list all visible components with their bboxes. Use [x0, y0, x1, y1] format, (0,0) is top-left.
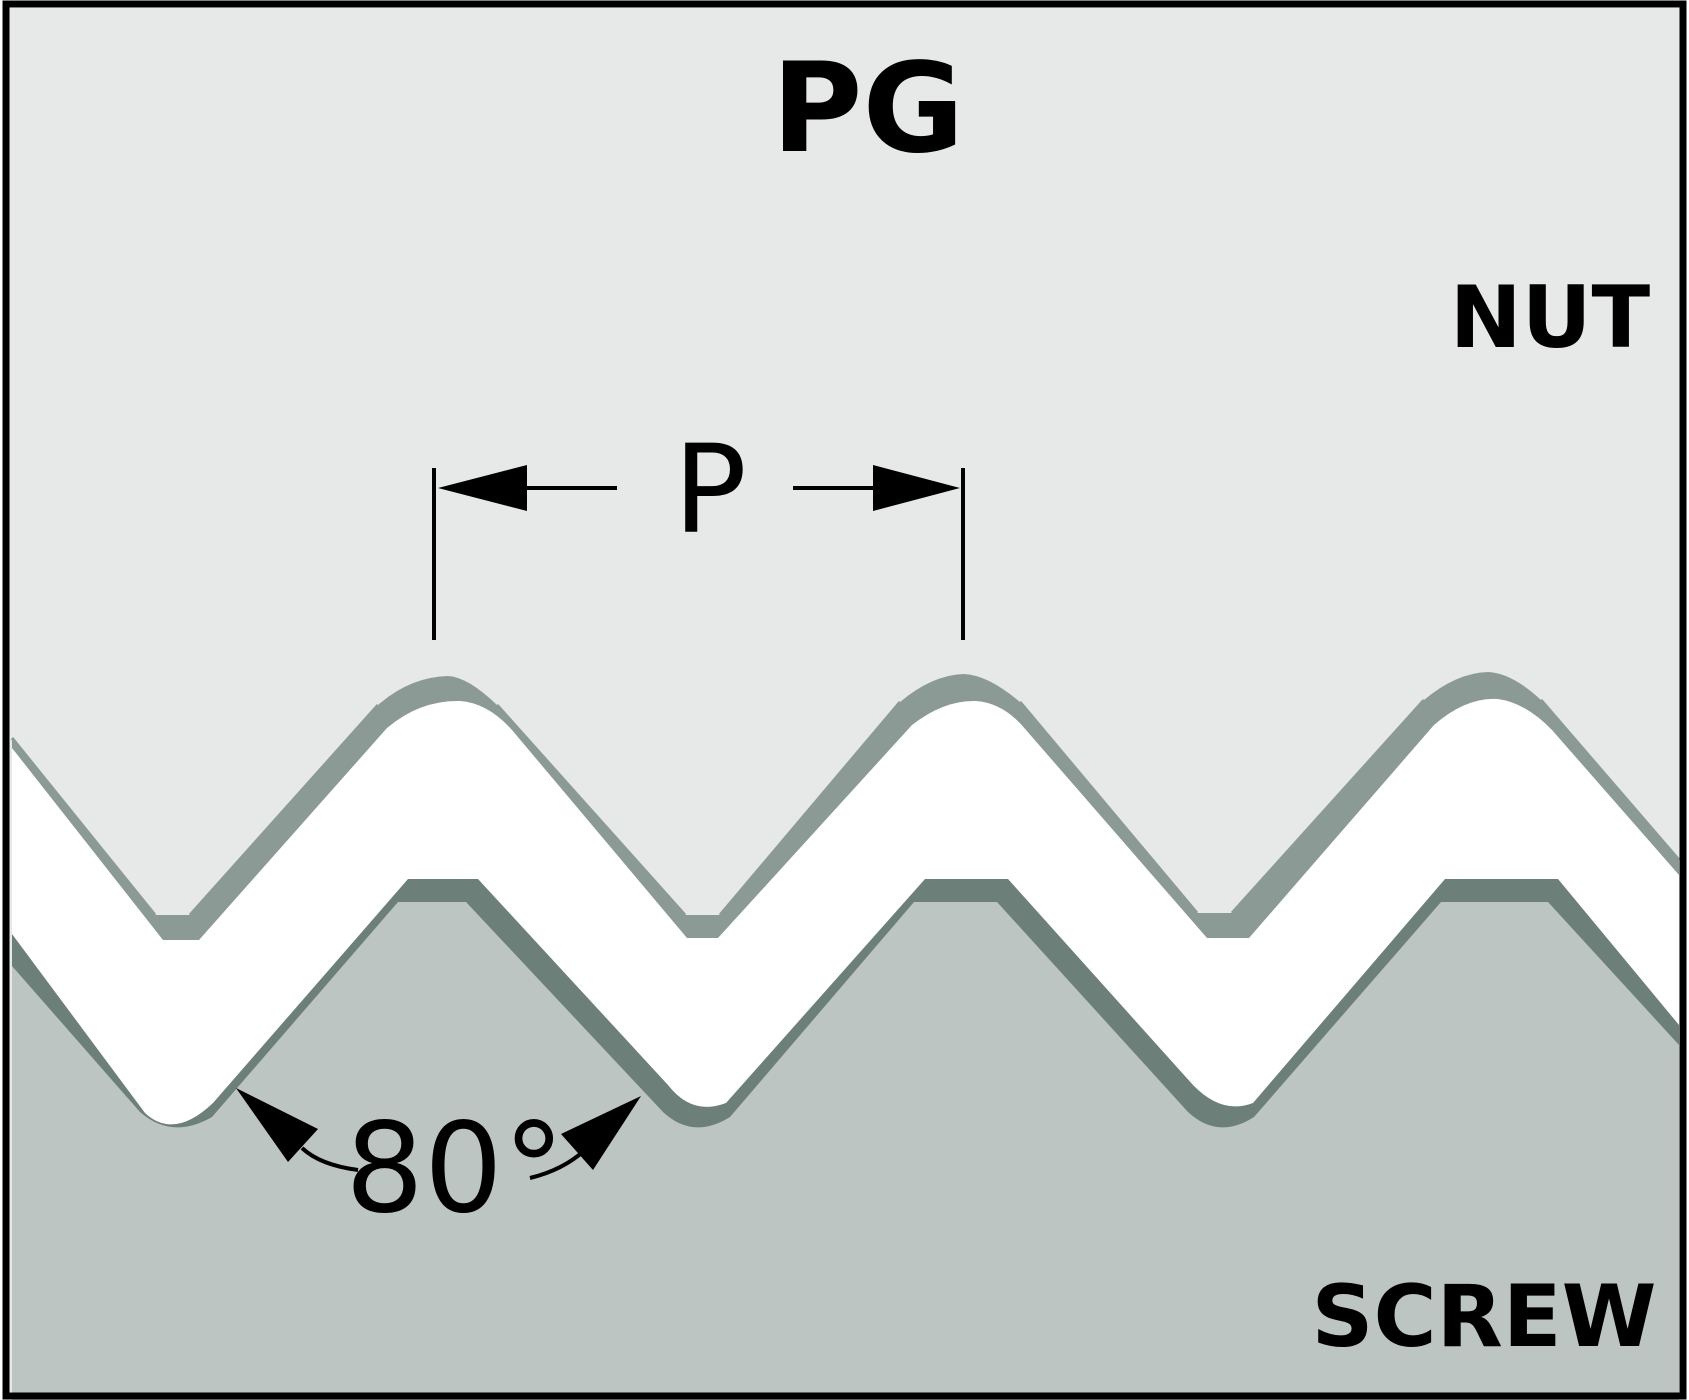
angle-arrowhead-right [561, 1096, 641, 1170]
screw-label: SCREW [1312, 1267, 1657, 1367]
pitch-arrowhead-right [873, 465, 960, 511]
angle-arc-left [300, 1146, 359, 1172]
pitch-label: P [673, 419, 747, 561]
pitch-arrowhead-left [438, 465, 527, 511]
nut-flank-line [10, 698, 1681, 917]
angle-label: 80° [345, 1097, 565, 1241]
screw-region [12, 902, 1679, 1400]
nut-label: NUT [1450, 268, 1651, 368]
title-label: PG [772, 37, 965, 181]
angle-arrowhead-left [236, 1088, 318, 1162]
